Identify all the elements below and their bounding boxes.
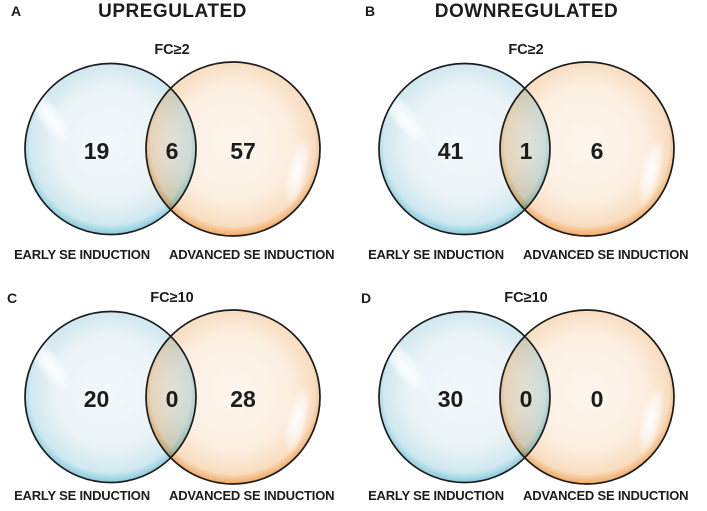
advanced-set-label: ADVANCED SE INDUCTION [523,488,689,503]
advanced-circle-outline [145,309,321,485]
early-circle [25,311,196,483]
early-circle-outline [24,310,197,484]
early-only-count: 20 [83,386,110,412]
panel-c: C FC≥10 20 0 28 EARLY SE INDUCTION ADVAN… [0,248,353,503]
panel-letter: D [361,290,372,306]
advanced-only-count: 0 [590,386,604,412]
circle-highlight [637,136,665,208]
panel-b: B DOWNREGULATED FC≥2 41 1 6 EARLY SE IND… [354,0,707,262]
column-title-upregulated: UPREGULATED [98,1,247,22]
early-only-count: 41 [437,138,464,164]
threshold-label: FC≥2 [508,42,544,58]
advanced-only-count: 57 [230,138,256,164]
circle-highlight [23,333,75,395]
threshold-label: FC≥2 [154,42,190,58]
advanced-circle [500,62,674,236]
overlap-count: 1 [519,138,533,164]
early-circle [379,311,550,483]
circle-highlight [23,85,75,147]
venn-a [23,61,321,237]
early-set-label: EARLY SE INDUCTION [368,247,504,262]
column-title-downregulated: DOWNREGULATED [434,1,619,22]
circle-highlight [377,85,429,147]
early-circle-outline [378,62,551,236]
threshold-label: FC≥10 [504,290,548,306]
advanced-set-label: ADVANCED SE INDUCTION [169,488,335,503]
early-set-label: EARLY SE INDUCTION [14,488,150,503]
threshold-label: FC≥10 [150,290,194,306]
venn-c [23,309,321,485]
advanced-circle [146,62,320,236]
overlap-count: 0 [519,386,533,412]
early-set-label: EARLY SE INDUCTION [14,247,150,262]
advanced-set-label: ADVANCED SE INDUCTION [523,247,689,262]
panel-a: A UPREGULATED FC≥2 19 6 57 EARLY SE INDU… [0,0,353,262]
early-only-count: 30 [437,386,464,412]
advanced-circle-outline [499,61,675,237]
circle-highlight [283,384,311,456]
panel-d: D FC≥10 30 0 0 EARLY SE INDUCTION ADVANC… [354,248,707,503]
advanced-circle-outline [499,309,675,485]
panel-letter: C [7,290,18,306]
overlap-count: 6 [165,138,179,164]
advanced-set-label: ADVANCED SE INDUCTION [169,247,335,262]
advanced-circle [146,310,320,484]
early-only-count: 19 [83,138,110,164]
early-circle [25,63,196,235]
circle-highlight [283,136,311,208]
panel-letter: A [11,3,22,19]
early-circle-outline [378,310,551,484]
circle-highlight [377,333,429,395]
panel-letter: B [365,3,376,19]
early-circle-outline [24,62,197,236]
advanced-only-count: 6 [590,138,604,164]
advanced-circle [500,310,674,484]
venn-b [377,61,675,237]
advanced-circle-outline [145,61,321,237]
venn-d [377,309,675,485]
early-set-label: EARLY SE INDUCTION [368,488,504,503]
circle-highlight [637,384,665,456]
advanced-only-count: 28 [230,386,256,412]
overlap-count: 0 [165,386,179,412]
early-circle [379,63,550,235]
